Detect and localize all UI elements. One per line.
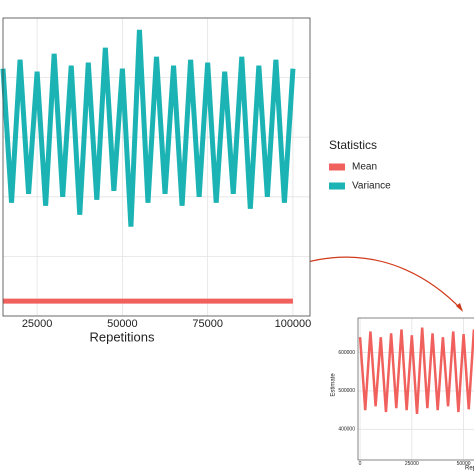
legend-label: Mean — [352, 162, 377, 173]
x-tick-label: 25000 — [405, 461, 419, 467]
legend-swatch — [329, 182, 345, 190]
legend-swatch — [329, 163, 345, 171]
x-tick-label: 75000 — [192, 318, 223, 330]
legend-label: Variance — [352, 181, 391, 192]
panel-border — [357, 317, 474, 461]
legend-title: Statistics — [329, 138, 377, 152]
x-tick-label: 100000 — [275, 318, 312, 330]
y-axis-title: Estimate — [331, 373, 337, 397]
y-tick-label: 600000 — [338, 350, 355, 356]
x-tick-label: 0 — [359, 461, 362, 467]
y-tick-label: 400000 — [338, 427, 355, 433]
series-line — [0, 29, 296, 227]
x-tick-label: 25000 — [22, 318, 53, 330]
panel-border — [2, 17, 311, 317]
x-tick-label: 50000 — [107, 318, 138, 330]
x-tick-label: 50000 — [457, 461, 471, 467]
series-line — [358, 327, 474, 415]
x-axis-title: Repetitions — [465, 466, 474, 472]
x-axis-title: Repetitions — [89, 329, 155, 344]
y-tick-label: 500000 — [338, 388, 355, 394]
arrow-head — [456, 303, 463, 312]
